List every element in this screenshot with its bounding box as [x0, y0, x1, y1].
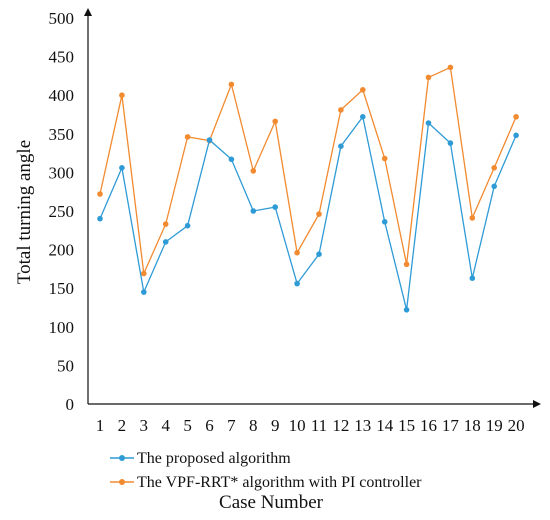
- x-tick-label: 10: [289, 416, 306, 435]
- series-2-point: [425, 74, 432, 81]
- x-tick-label: 1: [96, 416, 105, 435]
- chart-axes: [84, 8, 541, 408]
- legend-marker-proposed: [119, 455, 125, 461]
- x-tick-label: 5: [183, 416, 192, 435]
- series-1-point: [250, 208, 257, 214]
- x-axis-arrow: [533, 400, 541, 408]
- y-tick-label: 50: [57, 356, 74, 375]
- series-2-point: [228, 81, 235, 88]
- series-1-point: [316, 251, 322, 257]
- series-2-point: [338, 107, 344, 113]
- series-2-point: [491, 165, 498, 171]
- x-tick-label: 6: [205, 416, 214, 435]
- series-layer: [97, 64, 519, 313]
- y-tick-label: 150: [49, 279, 75, 298]
- y-tick-label: 350: [49, 125, 75, 144]
- x-tick-label: 20: [508, 416, 525, 435]
- x-tick-label: 7: [227, 416, 236, 435]
- x-tick-label: 15: [398, 416, 415, 435]
- x-axis-title: Case Number: [219, 492, 324, 513]
- legend: The proposed algorithm The VPF-RRT* algo…: [110, 450, 422, 491]
- x-tick-label: 9: [271, 416, 280, 435]
- series-1-point: [162, 239, 169, 245]
- series-2-point: [97, 191, 103, 197]
- series-1-point: [184, 222, 191, 229]
- series-2-point: [447, 64, 454, 71]
- series-1-point: [403, 307, 410, 313]
- x-tick-label: 13: [354, 416, 371, 435]
- y-tick-label: 100: [49, 318, 75, 337]
- series-1-point: [119, 165, 125, 171]
- y-tick-label: 200: [49, 241, 75, 260]
- legend-label-vpf-rrt: The VPF-RRT* algorithm with PI controlle…: [137, 474, 422, 491]
- x-tick-label: 11: [311, 416, 327, 435]
- series-2-point: [119, 92, 125, 98]
- series-2-point: [272, 118, 279, 125]
- x-tick-label: 14: [376, 416, 394, 435]
- series-1-point: [206, 137, 213, 143]
- y-axis-arrow: [84, 8, 92, 16]
- series-1-point: [294, 280, 300, 287]
- y-tick-label: 400: [49, 86, 75, 105]
- y-axis-title: Total turning angle: [14, 140, 35, 284]
- series-1-point: [513, 132, 519, 139]
- series-2-point: [360, 87, 366, 93]
- series-2-point: [162, 221, 169, 227]
- series-1-point: [491, 183, 498, 190]
- x-tick-label: 4: [161, 416, 170, 435]
- x-tick-labels: 1 2 3 4 5 6 7 8 9 10 11 12 13 14 15 16 17 18 19 20: [96, 416, 525, 435]
- legend-item-vpf-rrt: The VPF-RRT* algorithm with PI controlle…: [110, 474, 422, 491]
- series-1-point: [469, 275, 476, 282]
- series-1-point: [338, 143, 344, 149]
- series-2-point: [184, 134, 191, 140]
- series-2-point: [141, 270, 147, 277]
- legend-marker-vpf-rrt: [119, 479, 125, 485]
- series-2-point: [250, 168, 257, 174]
- series-2-line: [99, 66, 517, 276]
- series-1-point: [360, 114, 366, 120]
- series-2-point: [469, 215, 476, 221]
- x-tick-label: 18: [464, 416, 481, 435]
- x-tick-label: 2: [118, 416, 127, 435]
- series-2-point: [403, 261, 410, 268]
- y-tick-label: 450: [49, 48, 75, 67]
- y-tick-label: 250: [49, 202, 75, 221]
- x-tick-label: 8: [249, 416, 258, 435]
- series-1-point: [447, 140, 454, 146]
- x-tick-label: 12: [332, 416, 349, 435]
- series-1-point: [97, 215, 103, 222]
- series-1-point: [141, 289, 147, 295]
- x-tick-label: 19: [486, 416, 503, 435]
- x-tick-label: 16: [420, 416, 437, 435]
- y-tick-label: 500: [49, 9, 75, 28]
- x-tick-label: 17: [442, 416, 460, 435]
- series-2-point: [316, 211, 322, 217]
- series-1-point: [425, 120, 432, 126]
- y-tick-labels: 0 50 100 150 200 250 300 350 400 450 500: [49, 9, 75, 414]
- series-1-point: [381, 219, 388, 225]
- y-tick-label: 300: [49, 163, 75, 182]
- legend-label-proposed: The proposed algorithm: [137, 450, 291, 467]
- series-2-point: [513, 114, 519, 120]
- y-tick-label: 0: [66, 395, 75, 414]
- series-2-point: [294, 249, 300, 256]
- series-1-point: [228, 156, 235, 163]
- x-tick-label: 3: [140, 416, 149, 435]
- series-1-line: [99, 115, 517, 310]
- legend-item-proposed: The proposed algorithm: [110, 450, 291, 467]
- series-2-point: [381, 155, 388, 162]
- series-1-point: [272, 204, 279, 210]
